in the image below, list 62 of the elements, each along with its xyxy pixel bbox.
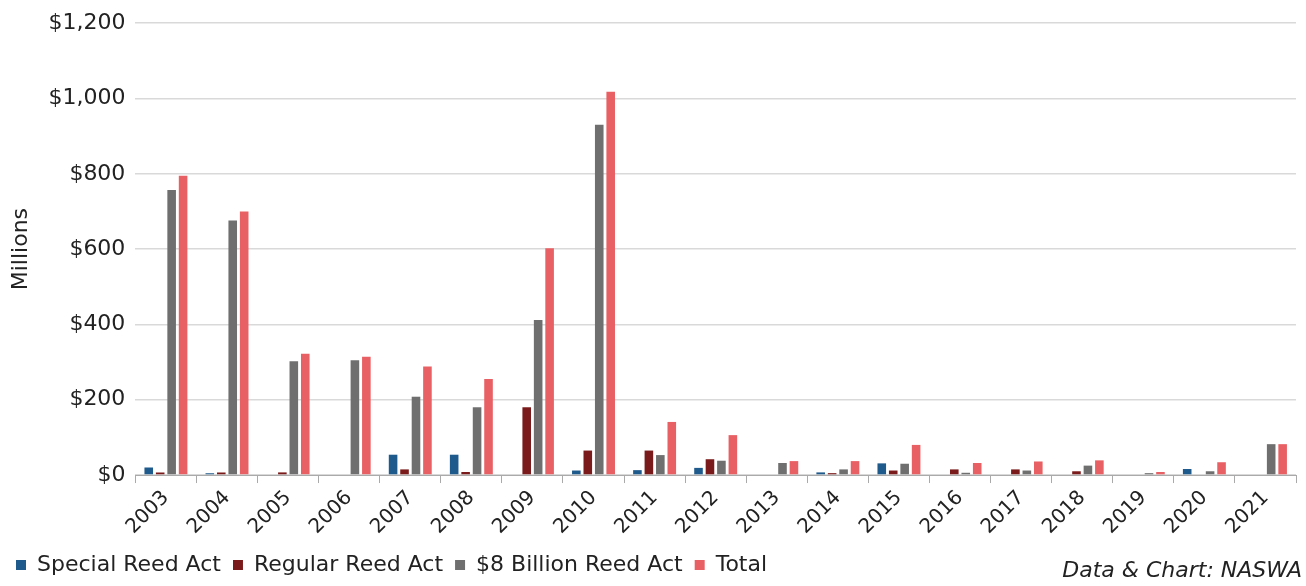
bar — [300, 353, 310, 475]
bar — [705, 459, 715, 475]
bar — [728, 435, 738, 475]
bar — [911, 444, 921, 475]
bar — [656, 455, 665, 475]
bar — [350, 360, 360, 475]
legend-label: Total — [714, 550, 768, 576]
bar — [850, 461, 860, 475]
bar — [644, 450, 654, 475]
bar — [484, 379, 493, 475]
bar — [228, 220, 238, 475]
bar — [1072, 471, 1081, 475]
y-axis-title: Millions — [6, 207, 32, 291]
bar — [877, 463, 887, 475]
bar — [950, 469, 959, 475]
y-tick-label: $0 — [97, 460, 126, 486]
bar — [423, 366, 432, 475]
bar — [411, 396, 421, 475]
bar — [289, 361, 299, 475]
bar — [900, 463, 909, 475]
y-tick-label: $1,000 — [48, 84, 126, 110]
bar — [717, 460, 726, 475]
bar — [1011, 469, 1020, 475]
bar — [1205, 471, 1215, 475]
y-tick-label: $400 — [69, 310, 126, 336]
y-tick-label: $1,200 — [48, 8, 126, 34]
bar — [1278, 444, 1287, 475]
bar — [667, 421, 677, 475]
bar — [388, 454, 398, 475]
bar — [633, 470, 642, 475]
bar — [1156, 472, 1165, 475]
text: Data & Chart: NASWA — [1062, 556, 1302, 582]
bar — [1034, 461, 1043, 475]
bar — [606, 91, 615, 475]
bar — [972, 462, 982, 475]
bar — [789, 461, 799, 475]
bar — [545, 248, 554, 475]
bar — [522, 407, 531, 475]
y-tick-label: $600 — [69, 234, 126, 260]
bar — [239, 211, 249, 475]
legend-label: Special Reed Act — [37, 550, 222, 576]
y-tick-label: $800 — [69, 159, 126, 185]
bar — [400, 469, 409, 475]
bar — [144, 467, 154, 475]
bar — [167, 190, 176, 475]
bar — [1217, 462, 1226, 475]
legend-label: $8 Billion Reed Act — [476, 550, 684, 576]
bar — [533, 319, 543, 475]
bar — [694, 467, 703, 475]
y-tick-label: $200 — [69, 385, 126, 411]
bar — [1266, 444, 1276, 475]
bar — [178, 175, 188, 475]
bar — [449, 454, 459, 475]
bar — [1095, 460, 1104, 475]
bar — [594, 124, 604, 475]
bar — [778, 462, 787, 475]
bar — [472, 407, 482, 475]
bar — [461, 472, 470, 475]
bar — [583, 450, 593, 475]
bar — [839, 469, 848, 475]
bar — [362, 356, 371, 475]
legend-label: Regular Reed Act — [253, 550, 444, 576]
